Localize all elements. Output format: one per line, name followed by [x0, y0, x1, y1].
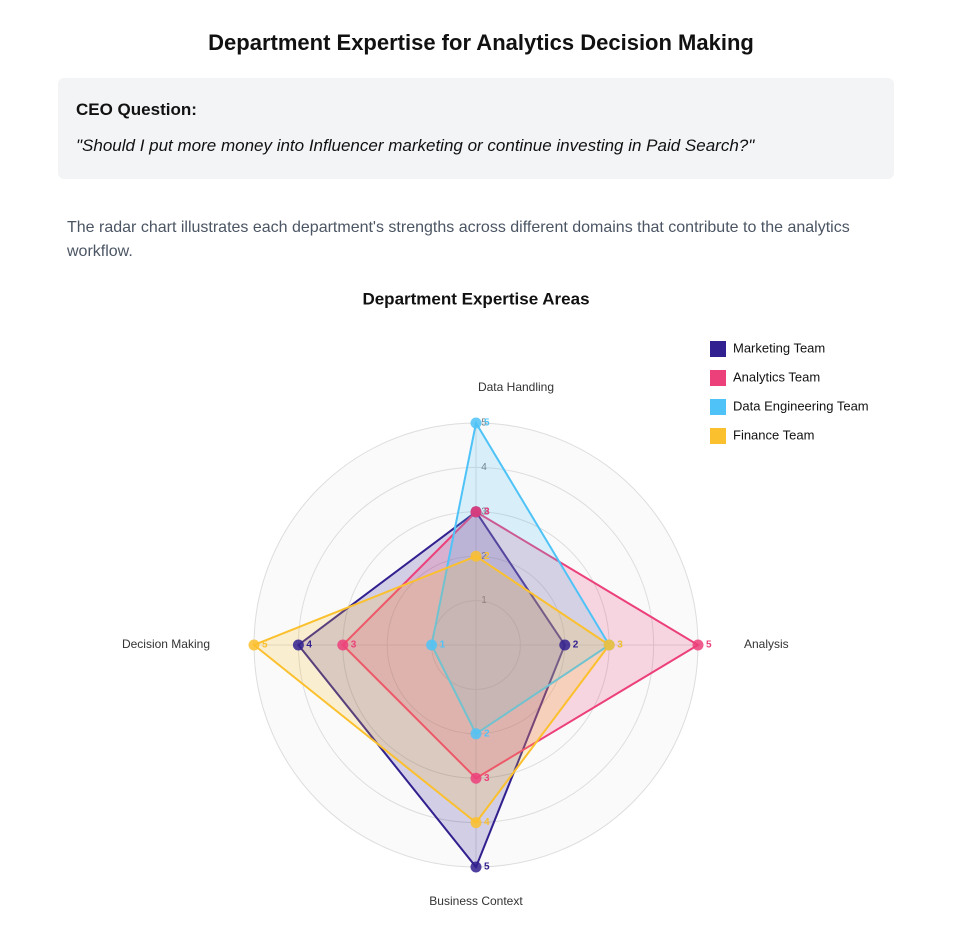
data-label: 3	[484, 506, 490, 517]
data-label: 3	[617, 640, 623, 651]
legend-swatch	[710, 399, 726, 415]
legend-label: Marketing Team	[733, 340, 825, 355]
page-title: Department Expertise for Analytics Decis…	[208, 30, 754, 55]
axis-label: Analysis	[744, 637, 789, 651]
data-label: 3	[484, 506, 490, 517]
data-label: 2	[573, 640, 579, 651]
r-tick-label: 5	[481, 418, 487, 429]
legend-label: Finance Team	[733, 427, 814, 442]
data-label: 5	[262, 640, 268, 651]
axis-label: Business Context	[429, 894, 523, 908]
question-text: "Should I put more money into Influencer…	[76, 136, 755, 155]
axis-label: Data Handling	[478, 380, 554, 394]
data-label: 1	[440, 640, 446, 651]
data-point	[470, 728, 482, 740]
legend-label: Data Engineering Team	[733, 398, 869, 413]
data-point	[248, 639, 260, 651]
data-point	[692, 639, 704, 651]
data-point	[470, 417, 482, 429]
data-label: 5	[484, 862, 490, 873]
data-label: 3	[351, 640, 357, 651]
r-tick-label: 2	[481, 551, 487, 562]
r-tick-label: 4	[481, 462, 487, 473]
data-label: 2	[484, 728, 490, 739]
data-point	[426, 639, 438, 651]
chart-title: Department Expertise Areas	[362, 289, 589, 308]
data-point	[470, 772, 482, 784]
description: The radar chart illustrates each departm…	[67, 219, 850, 260]
data-point	[470, 861, 482, 873]
question-label: CEO Question:	[76, 100, 197, 119]
data-point	[337, 639, 349, 651]
data-point	[470, 506, 482, 518]
data-point	[603, 639, 615, 651]
data-label: 4	[306, 640, 312, 651]
legend-label: Analytics Team	[733, 369, 820, 384]
data-point	[292, 639, 304, 651]
data-label: 5	[484, 418, 490, 429]
data-point	[470, 817, 482, 829]
data-label: 5	[706, 640, 712, 651]
r-tick-label: 3	[481, 506, 487, 517]
data-label: 3	[617, 640, 623, 651]
data-point	[559, 639, 571, 651]
axis-label: Decision Making	[122, 637, 210, 651]
data-point	[470, 550, 482, 562]
data-label: 2	[484, 551, 490, 562]
data-label: 3	[484, 773, 490, 784]
legend-swatch	[710, 428, 726, 444]
legend-swatch	[710, 370, 726, 386]
legend-swatch	[710, 341, 726, 357]
question-box: CEO Question: "Should I put more money i…	[58, 78, 894, 179]
data-label: 4	[484, 817, 490, 828]
r-tick-label: 1	[481, 595, 487, 606]
